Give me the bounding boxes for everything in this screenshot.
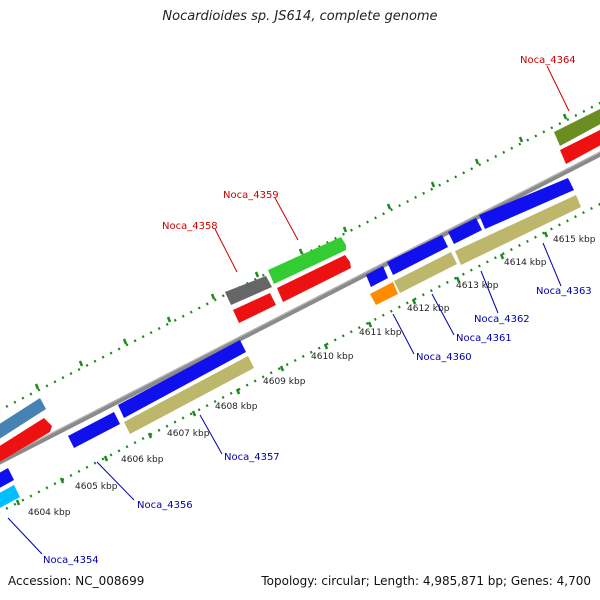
gene-arrow[interactable] (0, 398, 46, 441)
tick-label-4609: 4609 kbp (263, 377, 306, 387)
gene-arrow-noca-4359[interactable] (268, 237, 346, 284)
tick-label-4610: 4610 kbp (311, 352, 354, 362)
tick-label-4613: 4613 kbp (456, 281, 499, 291)
gene-arrow[interactable] (455, 195, 581, 265)
gene-arrow-noca-4360[interactable] (370, 282, 398, 305)
gene-arrow-noca-4356[interactable] (68, 412, 120, 448)
tick-label-4611: 4611 kbp (359, 328, 402, 338)
lower-dotted-guide (0, 202, 600, 514)
gene-label-noca-4357[interactable]: Noca_4357 (224, 452, 280, 463)
tick-label-4612: 4612 kbp (407, 304, 450, 314)
gene-arrow-noca-4354[interactable] (0, 485, 20, 510)
gene-arrow-noca-4364[interactable] (554, 109, 600, 146)
gene-label-noca-4358[interactable]: Noca_4358 (162, 221, 218, 232)
gene-arrow[interactable] (0, 418, 52, 464)
reverse-genes (0, 178, 581, 510)
gene-arrow-noca-4361[interactable] (394, 252, 457, 293)
gene-arrow[interactable] (366, 266, 388, 287)
gene-label-noca-4364[interactable]: Noca_4364 (520, 55, 576, 66)
gene-arrow-noca-4358[interactable] (225, 276, 272, 305)
tick-label-4615: 4615 kbp (553, 235, 596, 245)
tick-label-4606: 4606 kbp (121, 455, 164, 465)
gene-label-noca-4363[interactable]: Noca_4363 (536, 286, 592, 297)
gene-arrow[interactable] (277, 255, 351, 302)
gene-arrow-noca-4363[interactable] (479, 178, 574, 229)
gene-arrow-noca-4362[interactable] (448, 218, 482, 244)
tick-label-4614: 4614 kbp (504, 258, 547, 268)
genome-backbone (0, 151, 600, 465)
map-title: Nocardioides sp. JS614, complete genome (162, 9, 438, 24)
tick-label-4605: 4605 kbp (75, 482, 118, 492)
gene-label-noca-4359[interactable]: Noca_4359 (223, 190, 279, 201)
gene-arrow[interactable] (0, 468, 14, 490)
tick-labels: 4604 kbp 4605 kbp 4606 kbp 4607 kbp 4608… (28, 235, 596, 518)
gene-arrow-noca-4357[interactable] (124, 356, 254, 434)
upper-ticks (34, 113, 568, 390)
gene-arrow[interactable] (233, 293, 276, 323)
gene-label-noca-4361[interactable]: Noca_4361 (456, 333, 512, 344)
gene-labels: Noca_4358 Noca_4359 Noca_4364 Noca_4354 … (43, 55, 592, 566)
accession-text: Accession: NC_008699 (8, 574, 145, 588)
tick-label-4604: 4604 kbp (28, 508, 71, 518)
gene-label-noca-4356[interactable]: Noca_4356 (137, 500, 193, 511)
tick-label-4607: 4607 kbp (167, 429, 210, 439)
gene-label-noca-4354[interactable]: Noca_4354 (43, 555, 99, 566)
gene-label-noca-4362[interactable]: Noca_4362 (474, 314, 530, 325)
tick-label-4608: 4608 kbp (215, 402, 258, 412)
callout-lines (7, 65, 570, 555)
major-ticks (15, 231, 549, 506)
genome-summary-text: Topology: circular; Length: 4,985,871 bp… (261, 574, 591, 588)
gene-arrow[interactable] (560, 127, 600, 164)
gene-arrow[interactable] (118, 340, 246, 418)
gene-label-noca-4360[interactable]: Noca_4360 (416, 352, 472, 363)
forward-genes (0, 109, 600, 464)
gene-arrow[interactable] (387, 235, 448, 275)
